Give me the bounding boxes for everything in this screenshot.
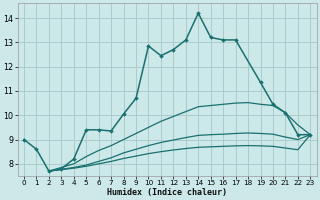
X-axis label: Humidex (Indice chaleur): Humidex (Indice chaleur) bbox=[107, 188, 227, 197]
